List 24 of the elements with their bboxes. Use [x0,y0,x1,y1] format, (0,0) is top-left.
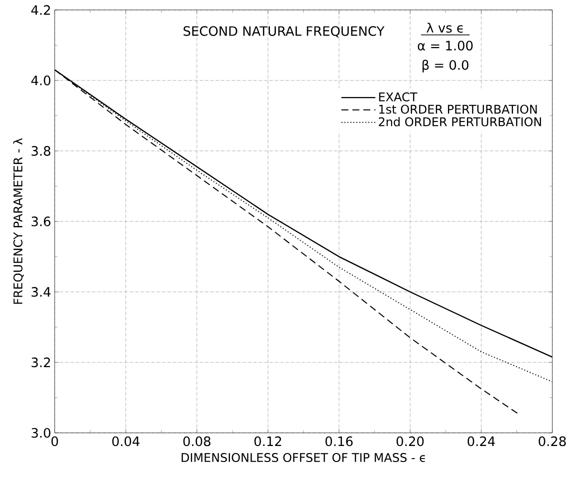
x-tick-label: 0.20 [396,436,424,446]
y-tick-label: 3.4 [32,287,50,297]
legend-label: EXACT [379,92,418,102]
annotation: λ vs ϵ [426,22,463,33]
text: SECOND NATURAL FREQUENCY [184,26,384,38]
x-tick-label: 0.08 [183,436,210,446]
y-tick-label: 3.2 [32,358,50,368]
x-axis-title: DIMENSIONLESS OFFSET OF TIP MASS - ϵ [182,453,425,462]
y-tick-label: 4.2 [31,5,50,15]
legend-label: 1st ORDER PERTURBATION [379,104,537,114]
annotation: α = 1.00 [418,40,473,51]
y-tick-label: 3.8 [32,146,50,156]
x-tick-label: 0.24 [468,436,495,446]
x-tick-label: 0.16 [326,436,353,446]
annotation: β = 0.0 [422,60,468,73]
x-tick-label: 0.28 [538,436,566,446]
y-tick-label: 3.0 [32,428,50,438]
y-tick-label: 4.0 [31,76,50,86]
legend-label: 2nd ORDER PERTURBATION [378,117,541,126]
y-tick-label: 3.6 [32,216,50,226]
x-tick-label: 0 [51,436,58,446]
y-axis-title: FREQUENCY PARAMETER - λ [13,138,24,304]
x-tick-label: 0.12 [254,436,282,446]
x-tick-label: 0.04 [112,436,140,446]
